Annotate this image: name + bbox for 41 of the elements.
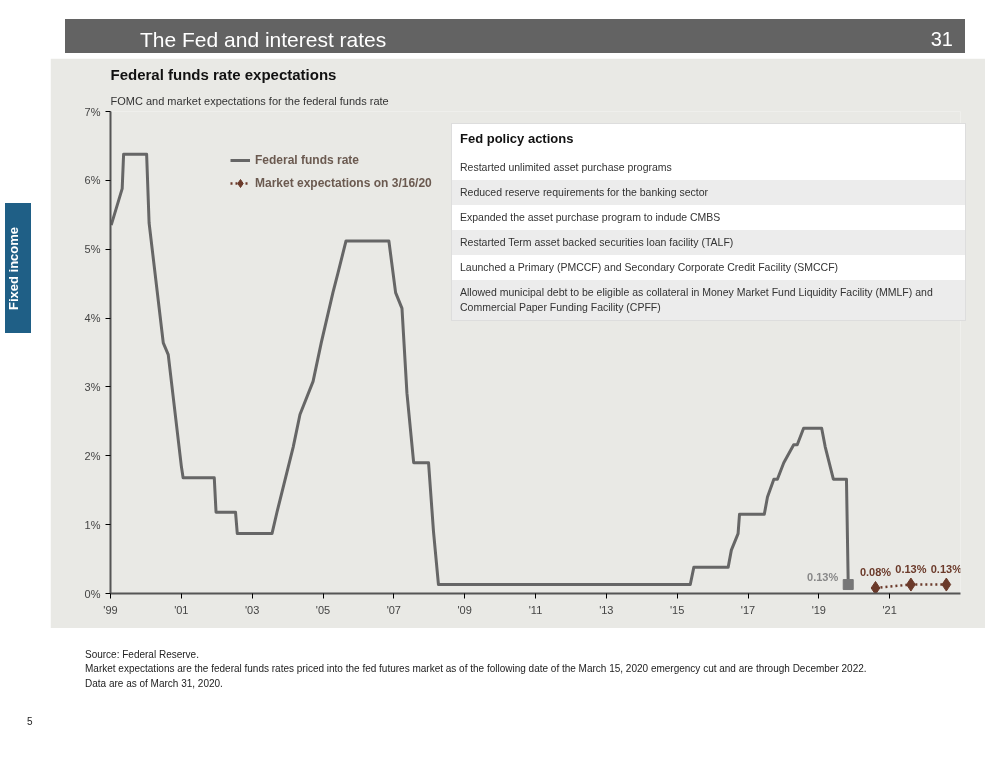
data-label: 0.08% — [859, 565, 892, 578]
text: Data are as of March 31, 2020. — [85, 676, 224, 691]
legend-label: Market expectations on 3/16/20 — [255, 176, 432, 190]
source-note: Source: Federal Reserve. — [85, 648, 200, 662]
y-tick-label: 5% — [84, 243, 101, 256]
chart-title: Fed policy actions — [460, 131, 574, 146]
annotation: Allowed municipal debt to be eligible as collateral in Money Market Fund Liquidity Facility (MMLF) and Commercial Paper Funding Facility (CPFF) — [452, 279, 965, 320]
x-tick-label: '05 — [315, 603, 331, 616]
x-tick-label: '01 — [174, 603, 189, 616]
legend-label: Federal funds rate — [255, 153, 360, 167]
annotation: Restarted unlimited asset purchase programs — [452, 154, 965, 180]
annotation: Restarted Term asset backed securities loan facility (TALF) — [452, 229, 965, 255]
annotation: Expanded the asset purchase program to indude CMBS — [452, 204, 965, 230]
x-tick-label: '11 — [528, 603, 543, 616]
x-tick-label: '13 — [599, 603, 614, 616]
x-tick-label: '19 — [811, 603, 827, 616]
chart-subtitle: FOMC and market expectations for the federal funds rate — [110, 94, 389, 107]
y-tick-label: 3% — [84, 380, 101, 393]
x-tick-label: '21 — [882, 603, 897, 616]
annotation: 0.13% — [807, 570, 839, 583]
x-tick-label: '03 — [245, 603, 260, 616]
x-tick-label: '07 — [386, 603, 402, 616]
data-label: 0.13% — [895, 562, 927, 575]
chart-title: Federal funds rate expectations — [110, 65, 337, 83]
text: The Fed and interest rates — [140, 27, 387, 53]
y-tick-label: 0% — [84, 587, 101, 600]
x-tick-label: '17 — [740, 603, 756, 616]
y-tick-label: 6% — [84, 174, 101, 187]
y-tick-label: 4% — [84, 312, 101, 325]
annotation: Reduced reserve requirements for the banking sector — [452, 179, 965, 205]
y-tick-label: 1% — [84, 518, 101, 531]
x-tick-label: '09 — [457, 603, 472, 616]
text: 31 — [930, 27, 953, 52]
text: 5 — [27, 714, 34, 729]
x-tick-label: '15 — [670, 603, 685, 616]
x-tick-label: '99 — [103, 603, 118, 616]
y-tick-label: 7% — [84, 105, 101, 118]
annotation: Launched a Primary (PMCCF) and Secondary Corporate Credit Facility (SMCCF) — [452, 254, 965, 280]
y-tick-label: 2% — [84, 449, 101, 462]
text: Fixed income — [5, 203, 31, 333]
text: Market expectations are the federal funds rates priced into the fed futures market as of the following date of the March 15, 2020 emergency cut and are through December 2022. — [85, 662, 867, 677]
